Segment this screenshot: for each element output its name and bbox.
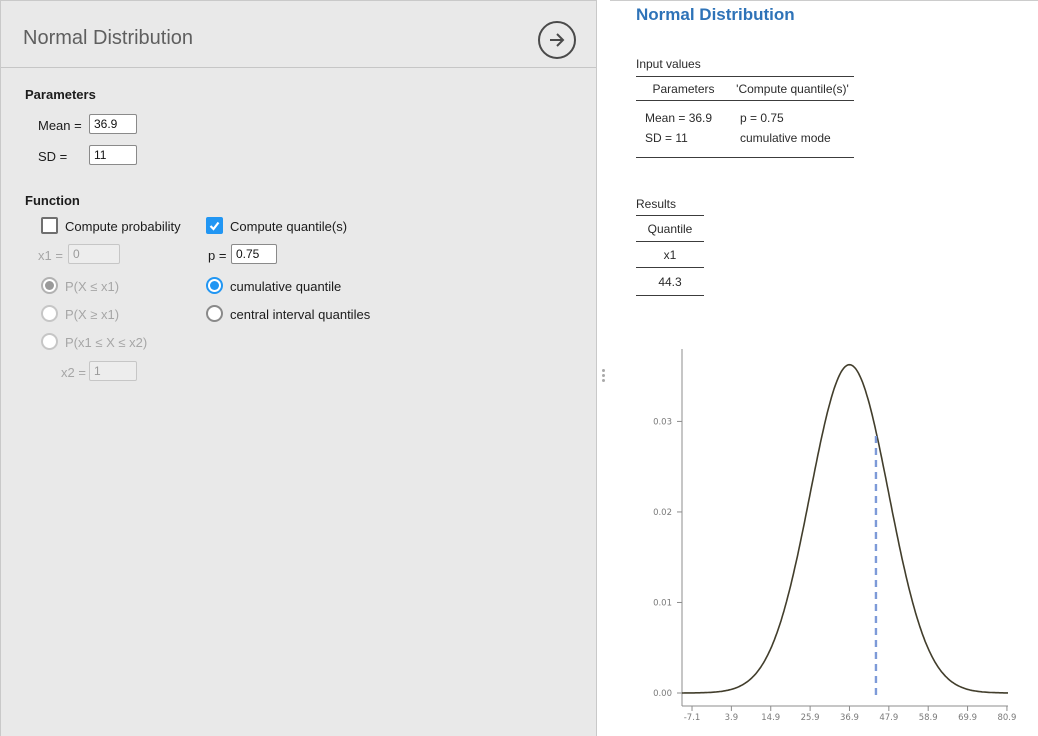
results-heading: Results: [636, 197, 677, 211]
page-title: Normal Distribution: [23, 27, 194, 49]
svg-text:47.9: 47.9: [879, 713, 898, 723]
table-cell: cumulative mode: [740, 131, 831, 145]
input-values-heading: Input values: [636, 57, 701, 71]
submit-button[interactable]: [538, 21, 576, 59]
radio-prob-ge-x1: [41, 305, 58, 322]
radio-prob-ge-x1-label: P(X ≥ x1): [65, 307, 120, 322]
input-values-header-row: Parameters 'Compute quantile(s)': [636, 77, 854, 101]
svg-text:58.9: 58.9: [919, 713, 938, 723]
svg-text:80.9: 80.9: [997, 713, 1016, 723]
results-column-header: x1: [636, 242, 704, 268]
sd-label: SD =: [38, 149, 68, 164]
column-header: 'Compute quantile(s)': [736, 81, 849, 96]
column-header: Parameters: [652, 81, 715, 96]
radio-central-interval-label[interactable]: central interval quantiles: [230, 307, 371, 322]
x1-label: x1 =: [38, 248, 63, 263]
compute-probability-checkbox[interactable]: [41, 217, 58, 234]
results-table: Quantile x1 44.3: [636, 215, 704, 296]
mean-label: Mean =: [38, 118, 82, 133]
svg-text:0.02: 0.02: [653, 508, 672, 518]
svg-text:0.00: 0.00: [653, 689, 672, 699]
arrow-right-icon: [550, 33, 565, 47]
radio-prob-between-label: P(x1 ≤ X ≤ x2): [65, 335, 148, 350]
radio-prob-le-x1-label: P(X ≤ x1): [65, 279, 120, 294]
parameters-heading: Parameters: [25, 87, 96, 102]
svg-text:69.9: 69.9: [958, 713, 977, 723]
radio-dot: [210, 281, 219, 290]
table-row: Mean = 36.9 p = 0.75: [636, 108, 854, 128]
x2-input: [89, 361, 137, 381]
svg-text:-7.1: -7.1: [684, 713, 701, 723]
panel-splitter[interactable]: [598, 0, 610, 736]
radio-cumulative-quantile[interactable]: [206, 277, 223, 294]
svg-text:3.9: 3.9: [725, 713, 739, 723]
p-label: p =: [208, 248, 227, 263]
x1-input: [68, 244, 120, 264]
compute-quantiles-label[interactable]: Compute quantile(s): [230, 219, 348, 234]
results-group-header: Quantile: [636, 216, 704, 242]
p-input[interactable]: [231, 244, 277, 264]
x2-label: x2 =: [61, 365, 86, 380]
distribution-plot: 0.00 0.01 0.02 0.03 -7.1 3.9 14.9 25.9 36.9 47.9 5…: [653, 349, 1016, 723]
svg-text:14.9: 14.9: [761, 713, 780, 723]
compute-quantiles-checkbox[interactable]: [206, 217, 223, 234]
results-value: 44.3: [636, 268, 704, 296]
radio-cumulative-quantile-label[interactable]: cumulative quantile: [230, 279, 342, 294]
svg-text:36.9: 36.9: [840, 713, 859, 723]
mean-input[interactable]: [89, 114, 137, 134]
output-panel: Normal Distribution Input values Paramet…: [610, 0, 1038, 736]
table-cell: SD = 11: [645, 131, 688, 145]
compute-probability-label[interactable]: Compute probability: [65, 219, 181, 234]
svg-text:0.03: 0.03: [653, 417, 672, 427]
input-values-table: Parameters 'Compute quantile(s)' Mean = …: [636, 76, 854, 158]
output-title: Normal Distribution: [636, 5, 795, 24]
check-icon: [209, 221, 220, 231]
table-cell: Mean = 36.9: [645, 111, 713, 125]
radio-central-interval[interactable]: [206, 305, 223, 322]
input-values-body: Mean = 36.9 p = 0.75 SD = 11 cumulative …: [636, 101, 854, 157]
splitter-grip-icon[interactable]: [602, 367, 605, 384]
function-heading: Function: [25, 193, 80, 208]
controls-panel: Normal Distribution Parameters Mean = SD…: [0, 0, 597, 736]
table-cell: p = 0.75: [740, 111, 784, 125]
svg-text:25.9: 25.9: [801, 713, 820, 723]
panel-header: Normal Distribution: [1, 1, 596, 68]
radio-dot: [45, 281, 54, 290]
table-row: SD = 11 cumulative mode: [636, 128, 854, 148]
svg-text:0.01: 0.01: [653, 598, 672, 608]
radio-prob-le-x1: [41, 277, 58, 294]
plot-container: 0.00 0.01 0.02 0.03 -7.1 3.9 14.9 25.9 36.9 47.9 5…: [636, 339, 1032, 734]
sd-input[interactable]: [89, 145, 137, 165]
radio-prob-between: [41, 333, 58, 350]
